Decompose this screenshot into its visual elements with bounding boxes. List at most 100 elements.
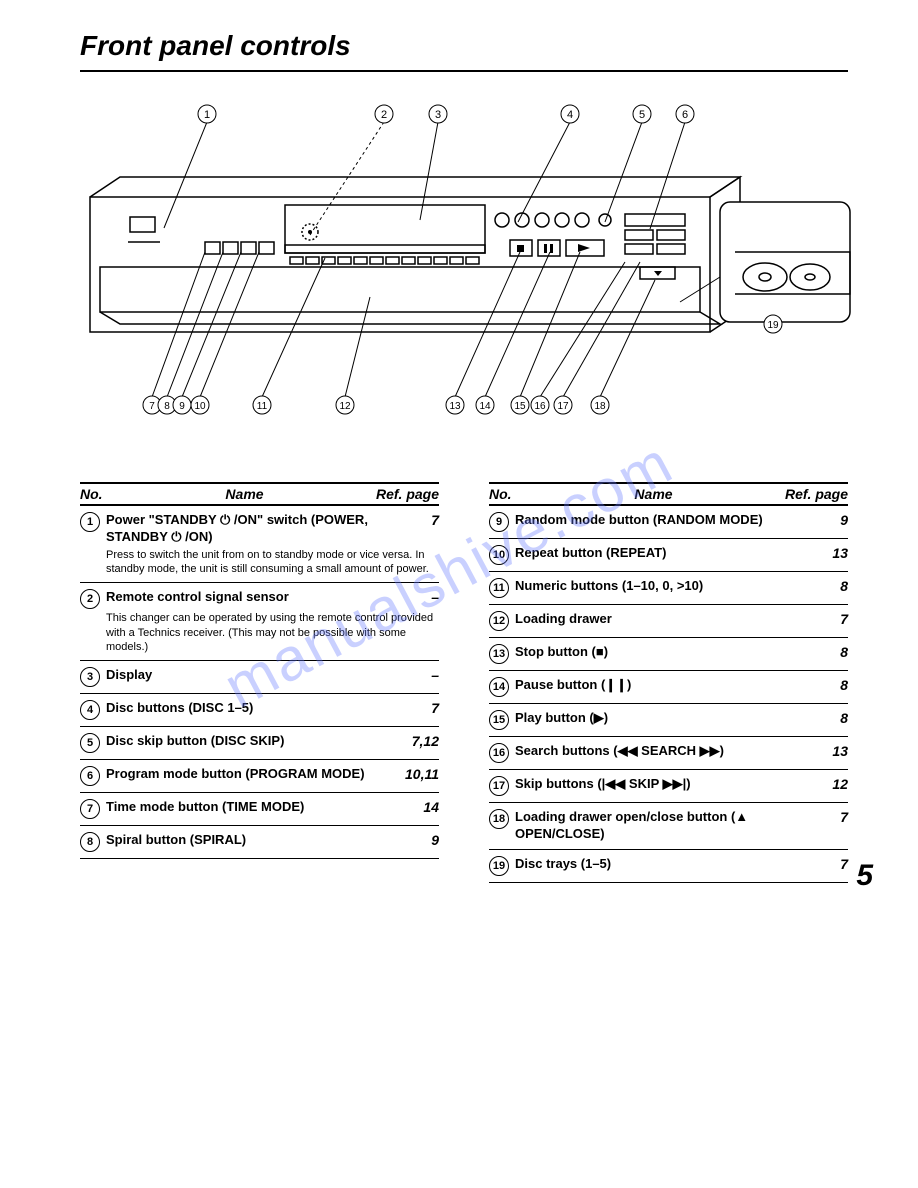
item-ref-page: 14 [389,799,439,815]
item-number: 9 [489,512,509,532]
svg-text:5: 5 [639,109,645,121]
item-ref-page: 7 [389,512,439,528]
svg-text:8: 8 [164,401,170,412]
item-ref-page: 8 [798,578,848,594]
item-number: 8 [80,832,100,852]
item-number: 5 [80,733,100,753]
control-item: 17 Skip buttons (|◀◀ SKIP ▶▶|)12 [489,770,848,803]
item-description: This changer can be operated by using th… [106,611,439,654]
svg-text:11: 11 [257,401,268,412]
right-column: No. Name Ref. page 9Random mode button (… [489,482,848,883]
item-name: Numeric buttons (1–10, 0, >10) [515,578,798,595]
item-number: 1 [80,512,100,532]
svg-text:3: 3 [435,109,441,121]
item-name: Spiral button (SPIRAL) [106,832,389,849]
controls-table: No. Name Ref. page 1 Power "STANDBY ⏻ /ON… [80,482,848,883]
control-item: 7Time mode button (TIME MODE)14 [80,793,439,826]
item-number: 6 [80,766,100,786]
control-item: 14Pause button (❙❙)8 [489,671,848,704]
item-number: 7 [80,799,100,819]
item-number: 17 [489,776,509,796]
item-ref-page: 8 [798,710,848,726]
control-item: 3 Display– [80,661,439,694]
control-item: 19 Disc trays (1–5)7 [489,850,848,883]
control-item: 4 Disc buttons (DISC 1–5)7 [80,694,439,727]
control-item: 18 Loading drawer open/close button (▲ OP… [489,803,848,850]
item-name: Loading drawer open/close button (▲ OPEN… [515,809,798,843]
item-number: 4 [80,700,100,720]
header-name: Name [130,486,359,502]
control-item: 12Loading drawer7 [489,605,848,638]
control-item: 9Random mode button (RANDOM MODE)9 [489,506,848,539]
item-name: Search buttons (◀◀ SEARCH ▶▶) [515,743,798,760]
item-number: 3 [80,667,100,687]
control-item: 11 Numeric buttons (1–10, 0, >10)8 [489,572,848,605]
header-no: No. [489,486,539,502]
item-description: Press to switch the unit from on to stan… [106,548,439,577]
item-name: Pause button (❙❙) [515,677,798,694]
control-item: 2 Remote control signal sensor– This chang… [80,583,439,661]
item-ref-page: 8 [798,644,848,660]
page-title: Front panel controls [80,30,848,72]
svg-text:14: 14 [479,401,491,412]
item-ref-page: 10,11 [389,766,439,782]
item-name: Play button (▶) [515,710,798,727]
diagram-svg: 123456 789101112131415161718 19 [80,102,860,442]
page-number: 5 [856,859,873,893]
svg-text:7: 7 [149,401,155,412]
item-ref-page: 13 [798,743,848,759]
item-number: 12 [489,611,509,631]
item-ref-page: 13 [798,545,848,561]
control-item: 1 Power "STANDBY ⏻ /ON" switch (POWER, ST… [80,506,439,583]
item-number: 19 [489,856,509,876]
item-name: Power "STANDBY ⏻ /ON" switch (POWER, STA… [106,512,389,546]
item-number: 18 [489,809,509,829]
header-ref: Ref. page [359,486,439,502]
svg-text:16: 16 [534,401,546,412]
item-ref-page: – [389,667,439,683]
header-no: No. [80,486,130,502]
control-item: 5 Disc skip button (DISC SKIP)7,12 [80,727,439,760]
svg-text:19: 19 [767,320,779,331]
item-ref-page: 9 [798,512,848,528]
header-ref: Ref. page [768,486,848,502]
svg-text:17: 17 [557,401,569,412]
svg-text:1: 1 [204,109,210,121]
item-number: 2 [80,589,100,609]
item-name: Remote control signal sensor [106,589,389,606]
item-number: 16 [489,743,509,763]
control-item: 10 Repeat button (REPEAT)13 [489,539,848,572]
item-name: Stop button (■) [515,644,798,661]
svg-text:13: 13 [449,401,461,412]
control-item: 15 Play button (▶)8 [489,704,848,737]
control-item: 8 Spiral button (SPIRAL)9 [80,826,439,859]
svg-text:6: 6 [682,109,688,121]
item-ref-page: – [389,589,439,605]
item-name: Skip buttons (|◀◀ SKIP ▶▶|) [515,776,798,793]
item-number: 11 [489,578,509,598]
item-name: Random mode button (RANDOM MODE) [515,512,798,529]
item-name: Disc buttons (DISC 1–5) [106,700,389,717]
item-name: Repeat button (REPEAT) [515,545,798,562]
control-item: 13 Stop button (■)8 [489,638,848,671]
header-name: Name [539,486,768,502]
svg-text:9: 9 [179,401,185,412]
device-diagram: 123456 789101112131415161718 19 [80,102,848,442]
item-ref-page: 7 [798,809,848,825]
item-number: 10 [489,545,509,565]
item-name: Disc trays (1–5) [515,856,798,873]
item-ref-page: 7 [798,611,848,627]
item-ref-page: 12 [798,776,848,792]
item-name: Disc skip button (DISC SKIP) [106,733,389,750]
item-number: 15 [489,710,509,730]
item-name: Program mode button (PROGRAM MODE) [106,766,389,783]
item-ref-page: 7 [798,856,848,872]
control-item: 16 Search buttons (◀◀ SEARCH ▶▶)13 [489,737,848,770]
item-ref-page: 7 [389,700,439,716]
item-ref-page: 7,12 [389,733,439,749]
svg-text:10: 10 [194,401,206,412]
svg-text:18: 18 [594,401,606,412]
item-number: 13 [489,644,509,664]
item-name: Display [106,667,389,684]
item-ref-page: 9 [389,832,439,848]
